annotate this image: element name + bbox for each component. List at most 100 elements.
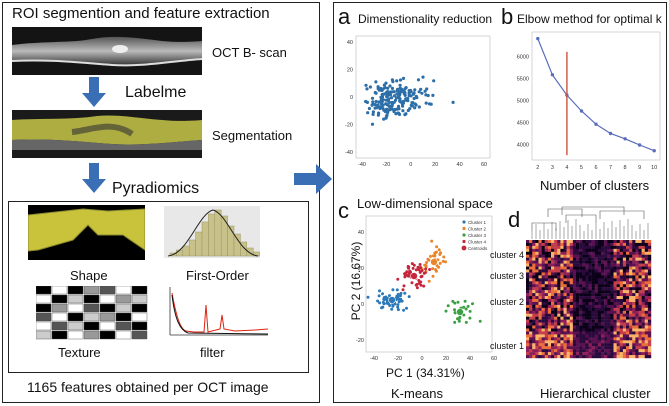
data-point [385,90,390,94]
heatmap-cell [547,299,552,303]
heatmap-cell [560,299,564,303]
heatmap-cell [597,272,602,276]
heatmap-cell [588,352,592,356]
heatmap-cell [644,269,649,273]
heatmap-cell [572,290,577,294]
heatmap-cell [601,310,605,314]
texture-cell [99,286,116,295]
heatmap-cell [619,307,624,311]
heatmap-cell [585,304,589,309]
heatmap-cell [619,278,624,282]
heatmap-cell [632,263,636,267]
heatmap-cell [597,304,602,309]
heatmap-cell [585,343,589,347]
heatmap-cell [629,269,633,273]
heatmap-cell [622,316,627,320]
texture-cell [99,330,116,340]
data-point [431,93,435,97]
heatmap-cell [632,240,636,244]
heatmap-cell [588,346,592,350]
heatmap-cell [560,257,564,261]
heatmap-cell [597,328,602,332]
heatmap-cell [613,275,617,279]
data-point [376,299,380,303]
heatmap-cell [551,331,555,335]
data-point [432,79,436,83]
heatmap-cell [541,355,545,359]
heatmap-cell [557,245,561,250]
heatmap-cell [554,299,558,303]
heatmap-cell [604,275,608,279]
oct-bscan-label: OCT B- scan [212,45,287,60]
heatmap-cell [579,352,583,356]
data-point [416,78,421,82]
y-tick-label: 40 [358,230,364,236]
heatmap-cell [591,337,595,341]
heatmap-cell [551,343,555,347]
heatmap-cell [607,310,611,314]
data-point [403,91,407,95]
heatmap-cell [535,278,539,282]
heatmap-cell [638,257,642,261]
data-point [427,279,431,283]
heatmap-cell [529,355,533,359]
heatmap-cell [529,340,533,344]
heatmap-cell [647,352,652,356]
heatmap-cell [632,266,636,270]
data-point [365,100,369,104]
heatmap-cell [563,310,567,314]
heatmap-cell [604,254,608,258]
heatmap-cell [641,254,645,258]
heatmap-cell [544,304,549,309]
heatmap-cell [638,272,642,276]
heatmap-cell [544,299,549,303]
heatmap-cell [576,322,580,326]
heatmap-cell [535,272,539,276]
heatmap-cell [538,290,542,294]
heatmap-cell [588,257,592,261]
heatmap-cell [604,310,608,314]
heatmap-cell [569,278,574,282]
heatmap-cell [529,343,533,347]
heatmap-cell [588,275,592,279]
heatmap-cell [554,313,558,317]
heatmap-cell [610,346,614,350]
heatmap-cell [641,278,645,282]
heatmap-cell [566,355,570,359]
heatmap-cell [535,331,539,335]
heatmap-cell [610,272,614,276]
heatmap-cell [579,290,583,294]
heatmap-cell [616,322,620,326]
heatmap-cell [641,266,645,270]
heatmap-cell [532,307,536,311]
heatmap-cell [585,242,589,247]
heatmap-cell [616,248,620,252]
heatmap-cell [616,240,620,244]
heatmap-cell [547,325,552,329]
heatmap-cell [563,248,567,252]
heatmap-cell [569,352,574,356]
heatmap-cell [579,331,583,335]
shape-label: Shape [70,268,108,283]
data-point [376,103,380,107]
data-point [453,320,457,324]
heatmap-cell [626,278,630,282]
heatmap-cell [547,245,552,250]
heatmap-cell [585,322,589,326]
data-point [392,94,396,98]
data-point [437,248,441,252]
heatmap-cell [576,307,580,311]
heatmap-cell [638,310,642,314]
heatmap-cell [529,272,533,276]
heatmap-cell [629,337,633,341]
heatmap-cell [529,337,533,341]
heatmap-cell [607,245,611,250]
heatmap-cell [607,254,611,258]
heatmap-cell [616,334,620,338]
heatmap-cell [538,245,542,250]
data-point [437,265,441,269]
heatmap-cell [638,299,642,303]
x-tick-label: -20 [394,356,402,362]
heatmap-cell [544,307,549,311]
heatmap-cell [554,316,558,320]
